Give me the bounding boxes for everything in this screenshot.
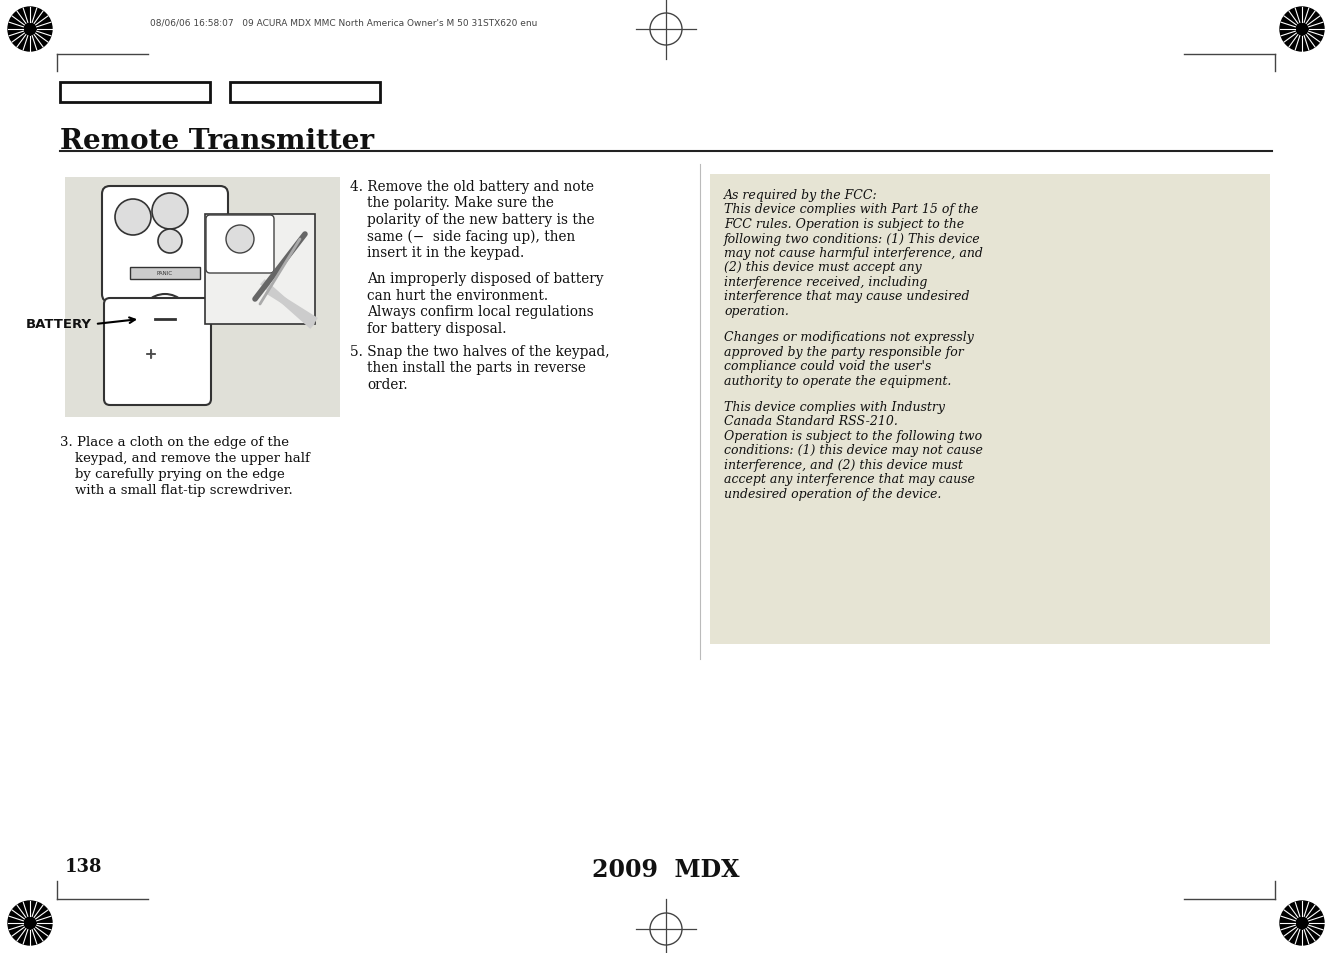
Text: As required by the FCC:: As required by the FCC: — [725, 189, 878, 202]
Text: An improperly disposed of battery: An improperly disposed of battery — [368, 273, 603, 286]
Text: can hurt the environment.: can hurt the environment. — [368, 289, 549, 303]
Text: accept any interference that may cause: accept any interference that may cause — [725, 473, 975, 486]
Text: This device complies with Industry: This device complies with Industry — [725, 400, 944, 414]
Text: order.: order. — [368, 377, 408, 392]
FancyBboxPatch shape — [104, 298, 210, 406]
Text: (2) this device must accept any: (2) this device must accept any — [725, 261, 922, 274]
Text: then install the parts in reverse: then install the parts in reverse — [368, 361, 586, 375]
Text: approved by the party responsible for: approved by the party responsible for — [725, 345, 964, 358]
Bar — [65, 178, 340, 417]
FancyBboxPatch shape — [206, 215, 274, 274]
Circle shape — [8, 901, 52, 945]
Text: insert it in the keypad.: insert it in the keypad. — [368, 246, 525, 260]
Text: keypad, and remove the upper half: keypad, and remove the upper half — [75, 452, 310, 464]
Bar — [131, 268, 200, 280]
Circle shape — [152, 193, 188, 230]
Text: 2009  MDX: 2009 MDX — [593, 857, 739, 882]
Text: compliance could void the user's: compliance could void the user's — [725, 359, 931, 373]
Text: interference, and (2) this device must: interference, and (2) this device must — [725, 458, 963, 471]
Text: operation.: operation. — [725, 305, 789, 317]
Text: the polarity. Make sure the: the polarity. Make sure the — [368, 196, 554, 211]
FancyBboxPatch shape — [103, 187, 228, 303]
Text: same (−  side facing up), then: same (− side facing up), then — [368, 230, 575, 244]
Circle shape — [226, 226, 254, 253]
Bar — [60, 83, 210, 103]
Circle shape — [1280, 901, 1324, 945]
Circle shape — [140, 294, 190, 345]
Circle shape — [159, 230, 182, 253]
Text: may not cause harmful interference, and: may not cause harmful interference, and — [725, 247, 983, 260]
Text: following two conditions: (1) This device: following two conditions: (1) This devic… — [725, 233, 980, 245]
Bar — [230, 83, 380, 103]
Text: with a small flat-tip screwdriver.: with a small flat-tip screwdriver. — [75, 483, 293, 497]
Text: polarity of the new battery is the: polarity of the new battery is the — [368, 213, 594, 227]
Text: 5. Snap the two halves of the keypad,: 5. Snap the two halves of the keypad, — [350, 345, 610, 358]
Text: 4. Remove the old battery and note: 4. Remove the old battery and note — [350, 180, 594, 193]
Text: conditions: (1) this device may not cause: conditions: (1) this device may not caus… — [725, 444, 983, 456]
Text: by carefully prying on the edge: by carefully prying on the edge — [75, 468, 285, 480]
Text: Always confirm local regulations: Always confirm local regulations — [368, 305, 594, 319]
Text: 138: 138 — [65, 857, 103, 875]
Bar — [205, 214, 314, 325]
Text: undesired operation of the device.: undesired operation of the device. — [725, 487, 942, 500]
Text: FCC rules. Operation is subject to the: FCC rules. Operation is subject to the — [725, 218, 964, 231]
Text: interference that may cause undesired: interference that may cause undesired — [725, 291, 970, 303]
Bar — [710, 174, 1269, 644]
Text: BATTERY: BATTERY — [27, 318, 92, 331]
Text: Canada Standard RSS-210.: Canada Standard RSS-210. — [725, 415, 898, 428]
Text: PANIC: PANIC — [157, 272, 173, 276]
Text: interference received, including: interference received, including — [725, 275, 927, 289]
Text: +: + — [147, 350, 156, 359]
Text: authority to operate the equipment.: authority to operate the equipment. — [725, 375, 951, 387]
Circle shape — [115, 200, 151, 235]
Text: 3. Place a cloth on the edge of the: 3. Place a cloth on the edge of the — [60, 436, 289, 449]
Text: This device complies with Part 15 of the: This device complies with Part 15 of the — [725, 203, 979, 216]
Circle shape — [1280, 8, 1324, 52]
Circle shape — [8, 8, 52, 52]
Text: Remote Transmitter: Remote Transmitter — [60, 128, 374, 154]
Text: Operation is subject to the following two: Operation is subject to the following tw… — [725, 429, 982, 442]
Text: 08/06/06 16:58:07   09 ACURA MDX MMC North America Owner's M 50 31STX620 enu: 08/06/06 16:58:07 09 ACURA MDX MMC North… — [151, 18, 537, 28]
Text: Changes or modifications not expressly: Changes or modifications not expressly — [725, 331, 974, 344]
Text: for battery disposal.: for battery disposal. — [368, 321, 506, 335]
